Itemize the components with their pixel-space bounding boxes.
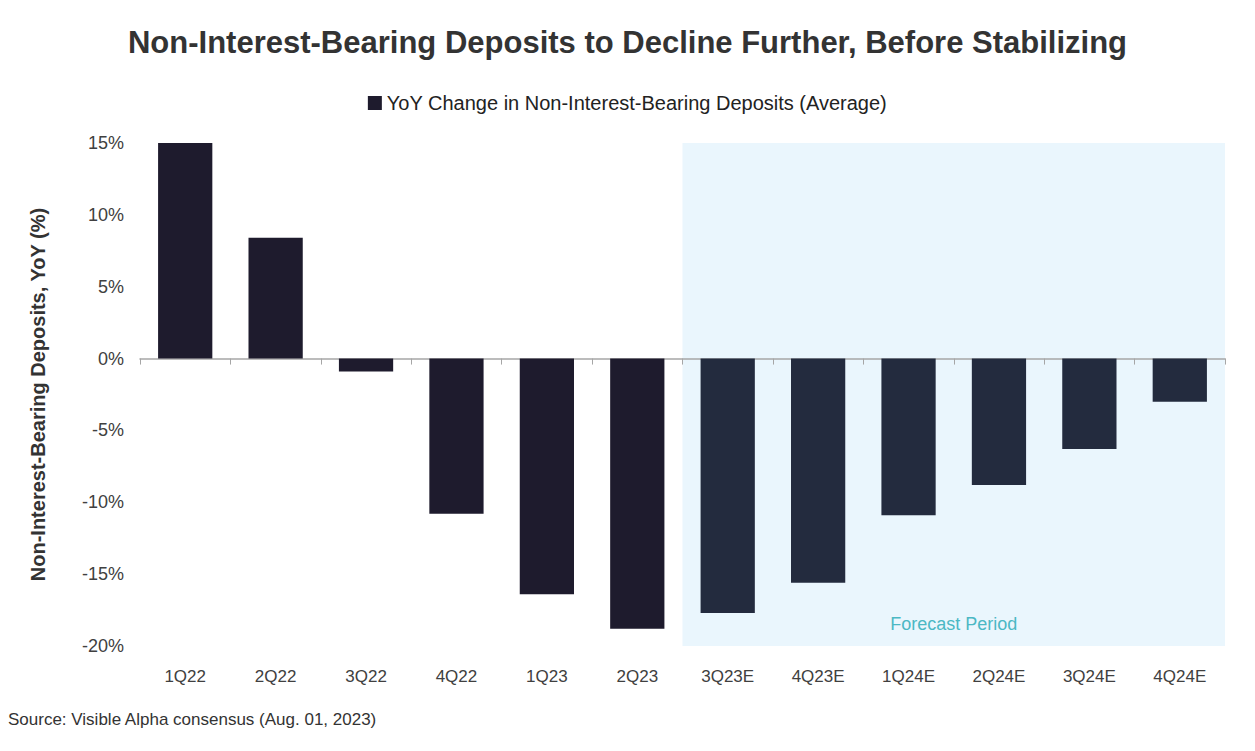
svg-text:Non-Interest-Bearing Deposits,: Non-Interest-Bearing Deposits, YoY (%) (27, 208, 49, 581)
svg-text:4Q24E: 4Q24E (1153, 667, 1206, 686)
svg-text:2Q24E: 2Q24E (972, 667, 1025, 686)
svg-text:3Q22: 3Q22 (345, 667, 387, 686)
svg-text:2Q23: 2Q23 (616, 667, 658, 686)
svg-text:4Q23E: 4Q23E (792, 667, 845, 686)
svg-text:Non-Interest-Bearing Deposits: Non-Interest-Bearing Deposits to Decline… (128, 25, 1127, 60)
svg-text:0%: 0% (98, 349, 124, 369)
svg-text:1Q23: 1Q23 (526, 667, 568, 686)
svg-text:15%: 15% (88, 133, 124, 153)
svg-text:1Q24E: 1Q24E (882, 667, 935, 686)
svg-text:-5%: -5% (92, 420, 124, 440)
svg-text:2Q22: 2Q22 (255, 667, 297, 686)
svg-text:10%: 10% (88, 205, 124, 225)
svg-text:4Q22: 4Q22 (436, 667, 478, 686)
svg-text:-15%: -15% (82, 564, 124, 584)
svg-text:Source: Visible Alpha consensu: Source: Visible Alpha consensus (Aug. 01… (8, 710, 376, 729)
svg-text:-10%: -10% (82, 492, 124, 512)
svg-text:YoY Change in Non-Interest-Bea: YoY Change in Non-Interest-Bearing Depos… (387, 92, 887, 114)
svg-text:5%: 5% (98, 277, 124, 297)
svg-text:1Q22: 1Q22 (164, 667, 206, 686)
svg-text:3Q24E: 3Q24E (1063, 667, 1116, 686)
svg-text:-20%: -20% (82, 636, 124, 656)
svg-text:3Q23E: 3Q23E (701, 667, 754, 686)
svg-text:Forecast Period: Forecast Period (890, 614, 1017, 634)
